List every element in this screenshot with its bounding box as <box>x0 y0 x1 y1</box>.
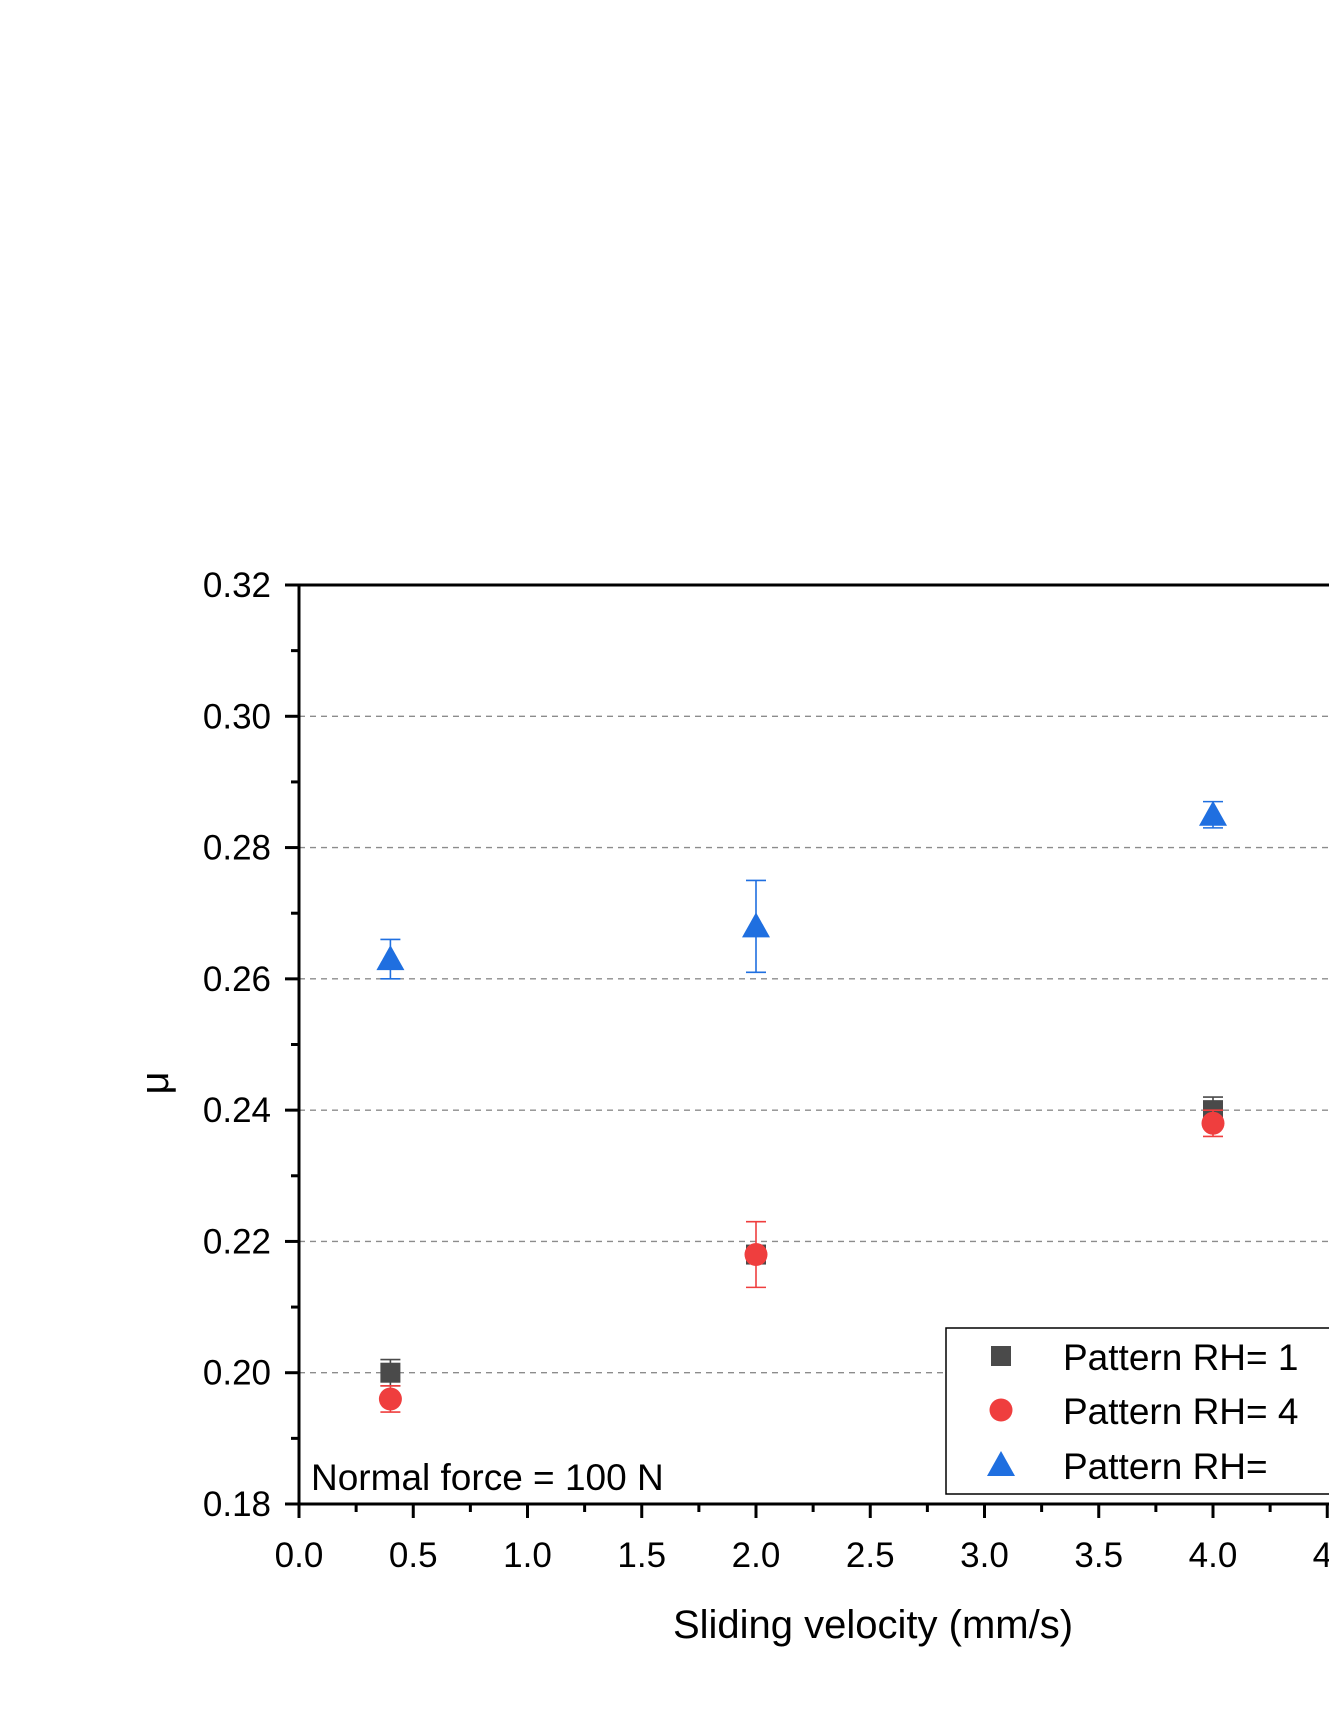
y-tick-label: 0.24 <box>203 1091 271 1130</box>
x-tick-label: 4.0 <box>1189 1536 1238 1575</box>
x-tick-label: 0.5 <box>389 1536 438 1575</box>
legend-label: Pattern RH= 4 <box>1063 1391 1298 1432</box>
data-point <box>744 1243 768 1267</box>
y-axis-title: μ <box>133 1071 177 1094</box>
y-tick-label: 0.18 <box>203 1485 271 1524</box>
x-axis-title: Sliding velocity (mm/s) <box>673 1603 1073 1647</box>
y-tick-label: 0.28 <box>203 829 271 868</box>
data-point <box>742 912 770 938</box>
y-tick-label: 0.20 <box>203 1354 271 1393</box>
x-tick-label: 0.0 <box>275 1536 324 1575</box>
legend: Pattern RH= 1 Pattern RH= 4 Pattern RH= <box>945 1327 1329 1495</box>
annotation-normal-force: Normal force = 100 N <box>311 1457 664 1498</box>
x-tick-label: 3.0 <box>960 1536 1009 1575</box>
legend-label: Pattern RH= 1 <box>1063 1337 1298 1378</box>
data-point <box>1201 1111 1225 1135</box>
series-triangle <box>376 800 1227 980</box>
x-tick-label: 3.5 <box>1074 1536 1123 1575</box>
legend-marker-triangle <box>987 1451 1015 1476</box>
x-tick-label: 2.5 <box>846 1536 895 1575</box>
legend-marker-square <box>991 1346 1011 1366</box>
data-point <box>378 1387 402 1411</box>
x-tick-label: 4. <box>1313 1536 1329 1575</box>
data-series <box>376 800 1227 1413</box>
y-tick-label: 0.26 <box>203 960 271 999</box>
data-point <box>376 945 405 971</box>
data-point <box>380 1362 401 1383</box>
series-circle <box>378 1109 1225 1413</box>
gridlines <box>299 715 1329 1374</box>
x-tick-label: 1.0 <box>503 1536 552 1575</box>
x-tick-label: 1.5 <box>617 1536 666 1575</box>
y-tick-label: 0.32 <box>203 566 271 605</box>
y-tick-label: 0.30 <box>203 697 271 736</box>
axes: 0.18 0.20 0.22 0.24 0.26 0.28 0.30 0.32 0.0 0.5 1.… <box>203 566 1329 1575</box>
legend-label: Pattern RH= <box>1063 1446 1268 1487</box>
x-tick-label: 2.0 <box>732 1536 781 1575</box>
data-point <box>1199 800 1227 826</box>
y-tick-label: 0.22 <box>203 1222 271 1261</box>
legend-marker-circle <box>989 1398 1013 1422</box>
